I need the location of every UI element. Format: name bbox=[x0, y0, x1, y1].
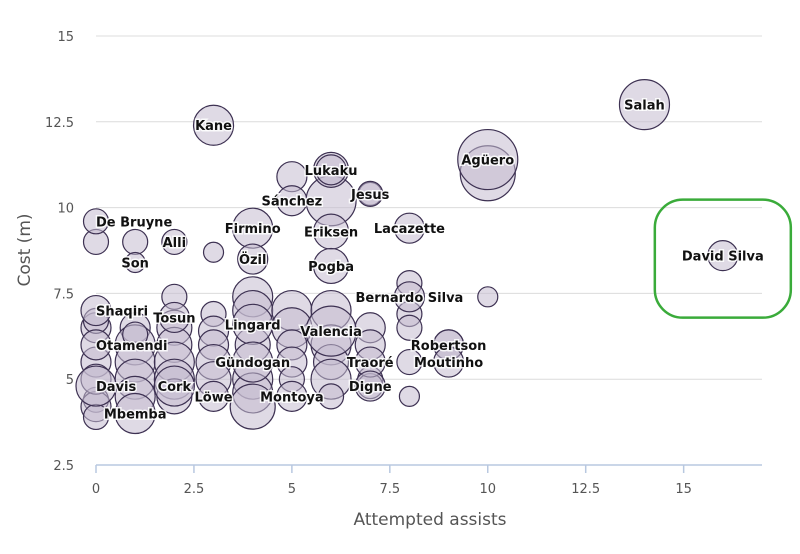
point-label: Traoré bbox=[347, 356, 394, 371]
point-label: Cork bbox=[158, 380, 192, 395]
point-label: Agüero bbox=[461, 154, 514, 169]
x-tick-labels: 0 2.5 5 7.5 10 12.5 15 bbox=[92, 465, 692, 497]
point-label: Gündogan bbox=[215, 356, 290, 371]
bubble-montoya bbox=[276, 380, 308, 412]
bubble-alli bbox=[161, 228, 188, 256]
bubble-otamendi bbox=[80, 329, 112, 361]
x-tick-label: 5 bbox=[288, 482, 296, 497]
point-label: Lacazette bbox=[374, 222, 445, 237]
point-label: Montoya bbox=[260, 390, 324, 405]
y-axis-title: Cost (m) bbox=[15, 213, 35, 286]
bubble-tosun bbox=[158, 301, 190, 334]
point-labels: Salah Kane Agüero Lukaku Jesus Sánchez De Bruy… bbox=[95, 97, 766, 424]
point-label: Tosun bbox=[153, 311, 195, 326]
x-tick-label: 7.5 bbox=[379, 482, 400, 497]
y-tick-label: 2.5 bbox=[53, 459, 74, 474]
bubble-son bbox=[124, 251, 146, 274]
point-label: De Bruyne bbox=[96, 215, 172, 230]
bubble-shaqiri bbox=[80, 294, 112, 327]
point-label: Firmino bbox=[225, 222, 281, 237]
bubble bbox=[122, 321, 149, 348]
point-label: Pogba bbox=[308, 260, 354, 275]
point-label: Valencia bbox=[300, 325, 362, 340]
point-label: Salah bbox=[624, 99, 665, 114]
bubble-g-ndogan bbox=[232, 341, 274, 383]
point-label: Jesus bbox=[350, 188, 390, 203]
highlight-box bbox=[653, 198, 793, 319]
bubble bbox=[317, 383, 345, 410]
point-label: Lingard bbox=[225, 318, 281, 333]
bubble-davis bbox=[75, 365, 117, 407]
point-label: Eriksen bbox=[304, 226, 358, 241]
bubbles bbox=[75, 79, 739, 435]
bubble-cork bbox=[153, 365, 195, 407]
point-label: Özil bbox=[239, 252, 267, 268]
bubble-bernardo-silva bbox=[393, 281, 426, 313]
bubble-lacazette bbox=[393, 212, 426, 244]
bubble-mbemba bbox=[114, 392, 156, 435]
bubble bbox=[122, 228, 149, 256]
point-label: Sánchez bbox=[262, 195, 323, 210]
bubble--zil bbox=[237, 243, 269, 275]
point-label: Kane bbox=[195, 119, 232, 134]
bubble-digne bbox=[354, 370, 386, 402]
x-tick-label: 0 bbox=[92, 482, 100, 497]
y-tick-label: 12.5 bbox=[45, 116, 74, 131]
bubble bbox=[477, 286, 499, 308]
bubble-lukaku bbox=[315, 154, 347, 186]
x-tick-label: 12.5 bbox=[571, 482, 600, 497]
x-tick-label: 2.5 bbox=[184, 482, 205, 497]
point-label: Alli bbox=[163, 236, 186, 251]
bubble bbox=[202, 241, 225, 263]
point-label: David Silva bbox=[682, 250, 764, 265]
bubble bbox=[398, 385, 421, 407]
point-label: Robertson bbox=[411, 339, 487, 354]
bubble-jesus bbox=[357, 180, 384, 207]
bubble-de-bruyne bbox=[82, 208, 110, 235]
point-label: Otamendi bbox=[96, 339, 167, 354]
point-label: Shaqiri bbox=[96, 305, 148, 320]
bubble-l-we bbox=[197, 380, 230, 412]
bubble-david-silva bbox=[707, 240, 739, 272]
y-tick-label: 5 bbox=[66, 373, 74, 388]
bubble-s-nchez bbox=[276, 185, 308, 217]
point-label: Mbemba bbox=[104, 408, 167, 423]
bubble bbox=[229, 383, 276, 430]
point-label: Lukaku bbox=[305, 164, 358, 179]
point-label: Son bbox=[121, 257, 149, 272]
y-tick-label: 7.5 bbox=[53, 287, 74, 302]
x-axis-title: Attempted assists bbox=[353, 510, 506, 530]
bubble-valencia bbox=[305, 305, 357, 357]
bubble-moutinho bbox=[432, 346, 465, 378]
point-label: Moutinho bbox=[414, 356, 483, 371]
point-label: Bernardo Silva bbox=[355, 291, 463, 306]
point-label: Löwe bbox=[195, 390, 233, 405]
y-tick-label: 15 bbox=[57, 30, 74, 45]
y-tick-label: 10 bbox=[57, 202, 74, 217]
bubble-ag-ero bbox=[457, 128, 519, 191]
bubble bbox=[396, 314, 423, 341]
bubble-salah bbox=[618, 79, 671, 131]
point-label: Digne bbox=[349, 380, 392, 395]
bubble-kane bbox=[192, 104, 235, 146]
point-label: Davis bbox=[96, 380, 136, 395]
x-tick-label: 10 bbox=[479, 482, 496, 497]
bubble bbox=[396, 348, 423, 376]
x-tick-label: 15 bbox=[675, 482, 692, 497]
bubble-pogba bbox=[312, 247, 350, 285]
y-tick-labels: 2.5 5 7.5 10 12.5 15 bbox=[45, 30, 74, 474]
